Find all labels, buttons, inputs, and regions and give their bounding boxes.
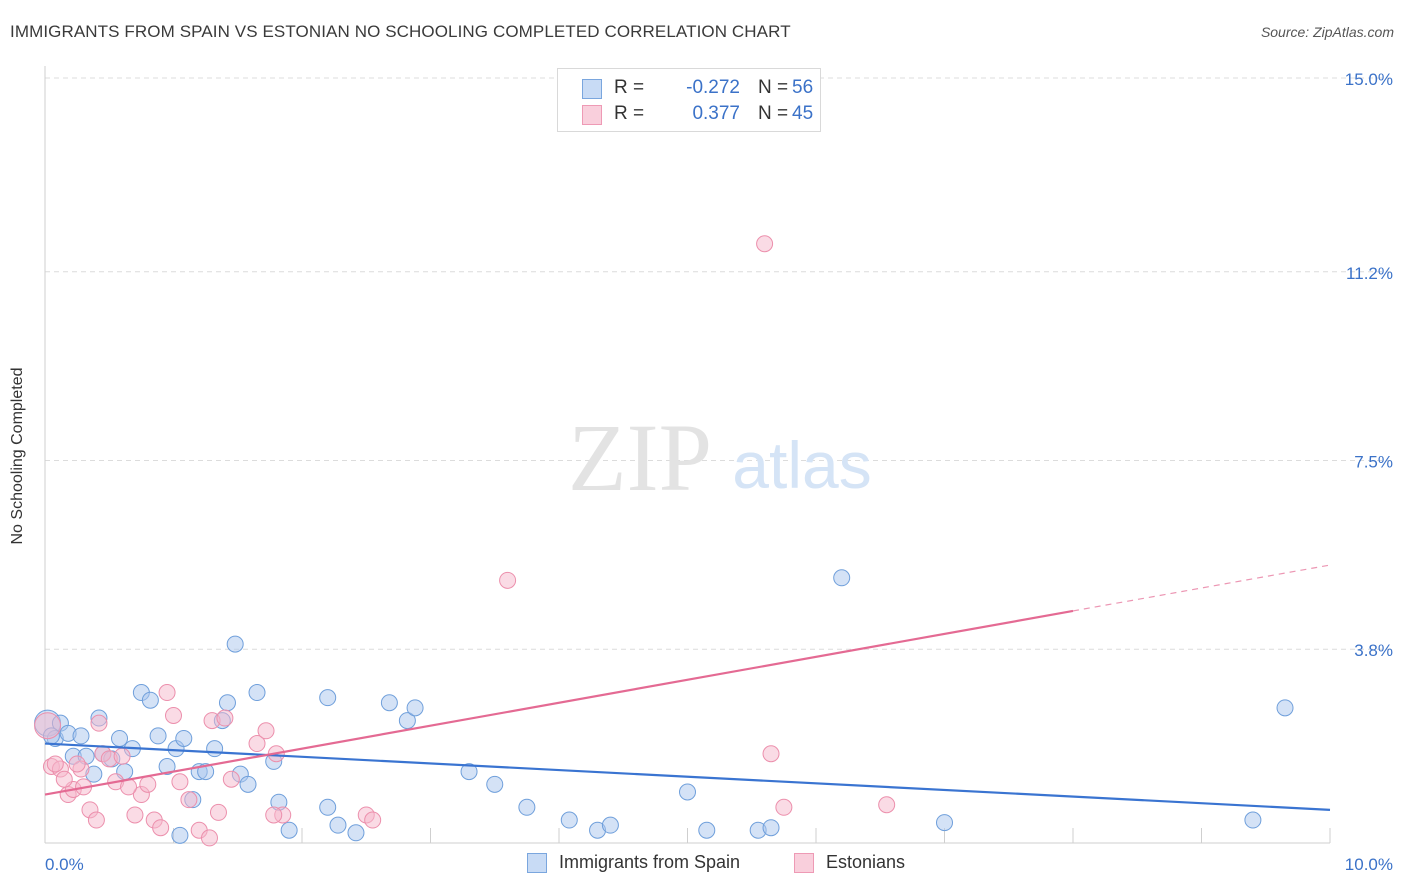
spain-point	[380, 694, 398, 712]
spain-point	[319, 798, 337, 816]
spain-point	[158, 758, 176, 775]
bottom-legend-label-estonians: Estonians	[826, 852, 906, 872]
chart-title: IMMIGRANTS FROM SPAIN VS ESTONIAN NO SCH…	[10, 22, 791, 41]
legend-n-label: N =	[758, 77, 789, 98]
watermark-zip: ZIP	[568, 404, 712, 511]
trend-lines	[44, 564, 1331, 811]
watermark: ZIP atlas	[568, 404, 872, 511]
estonian-point	[248, 735, 266, 753]
spain-point	[206, 740, 224, 758]
legend-r-label: R =	[614, 103, 645, 124]
gridlines	[45, 77, 1392, 650]
estonian-point	[499, 571, 517, 589]
estonian-point	[216, 709, 234, 727]
x-tick-label: 10.0%	[1345, 855, 1393, 874]
legend-r-value: 0.377	[692, 103, 740, 124]
y-axis-label: No Schooling Completed	[9, 367, 26, 545]
spain-point	[72, 727, 90, 745]
spain-point	[149, 727, 167, 745]
spain-point	[762, 819, 780, 837]
spain-point	[679, 783, 696, 801]
estonian-point	[139, 775, 157, 793]
spain-point	[698, 821, 716, 839]
spain-point	[833, 569, 851, 587]
spain-point	[329, 816, 347, 834]
data-points	[34, 235, 1294, 847]
spain-point	[601, 816, 619, 834]
estonian-point	[209, 803, 227, 821]
y-tick-label: 3.8%	[1354, 641, 1393, 660]
estonian-point	[180, 791, 198, 809]
estonian-point	[34, 712, 62, 740]
y-tick-label: 11.2%	[1346, 264, 1393, 283]
estonian-point	[257, 722, 275, 740]
legend-r-value: -0.272	[686, 77, 740, 98]
spain-point	[248, 684, 266, 702]
estonian-point	[68, 755, 86, 773]
estonian-point	[165, 707, 182, 724]
estonian-point	[90, 714, 108, 732]
spain-point	[319, 689, 337, 707]
estonian-point	[775, 798, 793, 816]
estonian-point	[762, 745, 780, 763]
estonian-point	[364, 811, 382, 829]
spain-point	[141, 691, 159, 709]
y-tick-label: 7.5%	[1354, 453, 1393, 472]
estonian-point	[222, 770, 240, 788]
estonian-point	[756, 235, 774, 253]
legend-n-value: 56	[792, 77, 814, 98]
spain-point	[1244, 811, 1262, 829]
tick-labels: 3.8% 7.5% 11.2% 15.0% 0.0% 10.0%	[45, 70, 1393, 874]
estonian-point	[171, 773, 189, 791]
estonian-point	[46, 755, 64, 773]
legend-swatch-spain	[582, 79, 602, 99]
spain-point	[406, 699, 424, 717]
spain-point	[398, 712, 416, 730]
legend-n-label: N =	[758, 103, 789, 124]
estonian-point	[158, 684, 176, 702]
legend-r-label: R =	[614, 77, 645, 98]
spain-point	[486, 775, 504, 793]
source-label: Source: ZipAtlas.com	[1260, 24, 1394, 40]
legend: R = -0.272 N = 56 R = 0.377 N = 45	[557, 68, 821, 132]
bottom-legend-label-spain: Immigrants from Spain	[559, 852, 741, 872]
legend-n-value: 45	[792, 103, 814, 124]
spain-point	[226, 635, 244, 653]
spain-point	[560, 811, 578, 829]
bottom-legend-swatch-estonians	[794, 853, 814, 873]
spain-point	[111, 729, 129, 747]
estonian-point	[152, 819, 170, 837]
y-tick-label: 15.0%	[1345, 70, 1393, 89]
x-tick-label: 0.0%	[45, 855, 84, 874]
spain-point	[1276, 699, 1294, 717]
estonian-point	[87, 811, 105, 829]
estonian-point	[55, 770, 73, 788]
spain-point	[218, 694, 236, 712]
spain-point	[460, 763, 478, 781]
spain-point	[280, 821, 298, 839]
estonian-trend-extension	[1072, 564, 1331, 612]
legend-swatch-estonians	[582, 105, 602, 125]
bottom-legend-swatch-spain	[527, 853, 547, 873]
spain-point	[175, 729, 193, 747]
estonian-trend-line	[44, 609, 1074, 796]
estonian-point	[126, 806, 144, 824]
estonian-point	[878, 796, 896, 814]
estonian-point	[113, 747, 131, 765]
spain-point	[171, 826, 189, 844]
watermark-atlas: atlas	[732, 428, 871, 502]
spain-point	[518, 798, 536, 816]
spain-point	[347, 824, 365, 842]
spain-point	[936, 814, 953, 832]
estonian-point	[200, 829, 218, 847]
spain-point	[239, 775, 257, 793]
spain-trend-line	[44, 742, 1331, 811]
estonian-point	[265, 806, 283, 824]
